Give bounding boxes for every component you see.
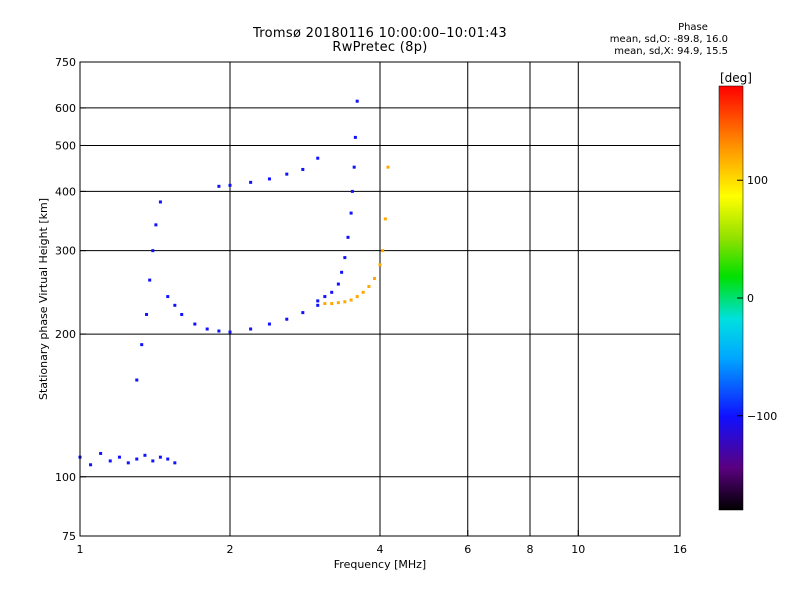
x-tick-label: 10 xyxy=(571,543,585,556)
data-point xyxy=(126,461,130,465)
grid-lines xyxy=(80,62,680,536)
data-point xyxy=(193,322,197,326)
data-point xyxy=(267,177,271,181)
data-point xyxy=(135,457,139,461)
colorbar: [deg] 100 0 −100 xyxy=(718,71,777,511)
data-point xyxy=(301,167,305,171)
phase-stats-x: mean, sd,X: 94.9, 15.5 xyxy=(614,46,728,57)
data-point xyxy=(350,189,354,193)
data-point xyxy=(316,299,320,303)
data-point xyxy=(267,322,271,326)
data-point xyxy=(166,457,170,461)
x-tick-label: 1 xyxy=(77,543,84,556)
data-point xyxy=(143,453,147,457)
data-point xyxy=(145,312,149,316)
y-tick-label: 500 xyxy=(55,139,76,152)
data-point xyxy=(378,263,382,267)
data-point xyxy=(336,282,340,286)
data-point xyxy=(323,295,327,299)
data-point xyxy=(217,184,221,188)
data-point xyxy=(349,211,353,215)
data-point xyxy=(336,301,340,305)
data-point xyxy=(151,459,155,463)
data-point xyxy=(151,249,155,253)
data-point xyxy=(154,223,158,227)
data-point xyxy=(285,317,289,321)
x-tick-label: 16 xyxy=(673,543,687,556)
data-point xyxy=(140,343,144,347)
data-point xyxy=(249,327,253,331)
data-point xyxy=(386,165,390,169)
data-point xyxy=(99,451,103,455)
x-tick-label: 4 xyxy=(377,543,384,556)
data-point xyxy=(373,277,377,281)
x-tick-label: 6 xyxy=(464,543,471,556)
y-tick-label: 75 xyxy=(62,530,76,543)
data-point xyxy=(135,378,139,382)
data-point xyxy=(173,303,177,307)
y-tick-label: 400 xyxy=(55,185,76,198)
data-point xyxy=(108,459,112,463)
data-point xyxy=(285,172,289,176)
data-point xyxy=(340,270,344,274)
data-point xyxy=(158,455,162,459)
x-axis: 1 2 4 6 8 10 16 xyxy=(77,530,687,556)
x-axis-label: Frequency [MHz] xyxy=(334,558,426,571)
phase-stats: Phase mean, sd,O: -89.8, 16.0 mean, sd,X… xyxy=(608,22,728,58)
y-tick-label: 200 xyxy=(55,328,76,341)
data-point xyxy=(355,295,359,299)
x-tick-label: 2 xyxy=(227,543,234,556)
data-point xyxy=(205,327,209,331)
phase-stats-title: Phase xyxy=(678,22,708,33)
data-point xyxy=(228,330,232,334)
chart-subtitle: RwPretec (8p) xyxy=(332,40,428,55)
data-point xyxy=(166,295,170,299)
data-point xyxy=(173,461,177,465)
y-tick-label: 750 xyxy=(55,56,76,69)
chart-title: Tromsø 20180116 10:00:00–10:01:43 xyxy=(252,26,508,41)
data-point xyxy=(158,200,162,204)
y-tick-label: 300 xyxy=(55,245,76,258)
colorbar-label: [deg] xyxy=(720,71,752,85)
data-point xyxy=(361,290,365,294)
data-point xyxy=(316,156,320,160)
data-point xyxy=(217,329,221,333)
data-point xyxy=(352,165,356,169)
colorbar-ticks: 100 0 −100 xyxy=(737,174,777,423)
colorbar-tick-label: 100 xyxy=(747,174,768,187)
y-axis-label: Stationary phase Virtual Height [km] xyxy=(37,198,50,400)
data-point xyxy=(343,256,347,260)
data-point xyxy=(89,463,93,467)
data-point xyxy=(367,285,371,289)
data-point xyxy=(249,180,253,184)
data-point xyxy=(381,249,385,253)
data-point xyxy=(117,455,121,459)
colorbar-tick-label: 0 xyxy=(747,292,754,305)
data-point xyxy=(301,311,305,315)
data-point xyxy=(346,235,350,239)
data-point xyxy=(343,300,347,304)
y-tick-label: 600 xyxy=(55,102,76,115)
data-points xyxy=(78,99,390,467)
data-point xyxy=(228,183,232,187)
data-point xyxy=(148,278,152,282)
phase-stats-o: mean, sd,O: -89.8, 16.0 xyxy=(609,34,728,45)
data-point xyxy=(316,303,320,307)
x-tick-label: 8 xyxy=(527,543,534,556)
data-point xyxy=(330,302,334,306)
data-point xyxy=(349,298,353,302)
y-axis: 75 100 200 300 400 500 600 750 xyxy=(55,56,86,543)
data-point xyxy=(330,290,334,294)
data-point xyxy=(383,217,387,221)
data-point xyxy=(353,135,357,139)
y-tick-label: 100 xyxy=(55,471,76,484)
colorbar-tick-label: −100 xyxy=(747,410,777,423)
data-point xyxy=(355,99,359,103)
data-point xyxy=(323,302,327,306)
data-point xyxy=(180,312,184,316)
